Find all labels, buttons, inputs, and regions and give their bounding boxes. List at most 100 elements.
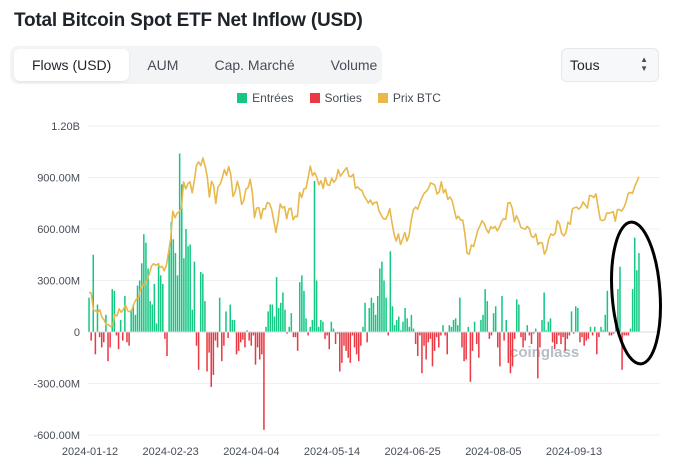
inflow-bar xyxy=(398,316,400,332)
inflow-bar xyxy=(153,283,156,332)
inflow-bar xyxy=(402,321,404,332)
outflow-bar xyxy=(562,332,564,338)
outflow-bar xyxy=(591,332,594,336)
inflow-bar xyxy=(246,330,248,332)
outflow-bar xyxy=(556,332,558,345)
outflow-bar xyxy=(532,332,535,334)
outflow-bar xyxy=(296,332,299,351)
inflow-bar xyxy=(602,330,604,332)
legend-item-outflow[interactable]: Sorties xyxy=(309,91,362,105)
outflow-bar xyxy=(581,332,583,338)
time-range-value: Tous xyxy=(570,57,600,73)
outflow-bar xyxy=(425,332,427,360)
tab-market-cap[interactable]: Cap. Marché xyxy=(214,57,295,73)
inflow-bar xyxy=(315,280,318,332)
inflow-bar xyxy=(370,297,373,332)
inflow-bar xyxy=(149,301,151,332)
inflow-bar xyxy=(275,277,278,332)
legend-item-inflow[interactable]: Entrées xyxy=(237,91,294,105)
outflow-bar xyxy=(465,332,467,360)
inflow-bar xyxy=(604,314,606,332)
outflow-bar xyxy=(343,332,345,346)
outflow-bar xyxy=(227,332,229,339)
outflow-bar xyxy=(98,332,101,338)
outflow-bar xyxy=(419,332,421,336)
outflow-bar xyxy=(435,332,438,338)
legend-label: Entrées xyxy=(252,91,294,105)
inflow-bar xyxy=(543,292,545,332)
inflow-bar xyxy=(320,319,322,332)
inflow-bar xyxy=(277,307,280,332)
inflow-bar xyxy=(408,326,411,332)
outflow-bar xyxy=(208,332,210,353)
legend-item-price[interactable]: Prix BTC xyxy=(377,91,441,105)
inflow-bar xyxy=(136,285,139,332)
outflow-bar xyxy=(596,332,598,355)
outflow-bar xyxy=(334,332,337,345)
inflow-bar xyxy=(448,325,451,332)
outflow-bar xyxy=(387,332,389,336)
outflow-bar xyxy=(568,332,571,336)
inflow-bar xyxy=(606,290,609,332)
time-range-select[interactable]: Tous ▲ ▼ xyxy=(561,48,659,82)
page-title: Total Bitcoin Spot ETF Net Inflow (USD) xyxy=(14,10,363,31)
inflow-bar xyxy=(574,306,577,332)
inflow-bar xyxy=(273,316,276,332)
inflow-bar xyxy=(143,234,145,332)
inflow-bar xyxy=(442,325,444,332)
inflow-bar xyxy=(282,292,284,332)
outflow-bar xyxy=(242,332,244,340)
inflow-bar xyxy=(88,297,90,332)
outflow-bar xyxy=(444,332,446,336)
inflow-bar xyxy=(376,295,379,332)
outflow-bar xyxy=(261,332,263,355)
outflow-bar xyxy=(564,332,566,351)
outflow-bar xyxy=(497,332,499,348)
inflow-bar xyxy=(191,309,194,332)
outflow-bar xyxy=(509,332,512,374)
outflow-swatch-icon xyxy=(309,93,320,103)
outflow-bar xyxy=(610,332,613,336)
inflow-bar xyxy=(372,302,375,332)
inflow-bar xyxy=(547,321,550,332)
outflow-bar xyxy=(349,332,352,363)
outflow-bar xyxy=(446,332,448,355)
outflow-bar xyxy=(221,332,223,362)
outflow-bar xyxy=(539,332,541,348)
inflow-bar xyxy=(199,271,202,332)
inflow-bar xyxy=(619,266,621,332)
outflow-bar xyxy=(471,332,474,351)
inflow-bar xyxy=(233,319,236,332)
outflow-bar xyxy=(94,332,97,355)
inflow-bar xyxy=(374,314,377,332)
outflow-bar xyxy=(341,332,343,363)
inflow-bar xyxy=(124,295,126,332)
outflow-bar xyxy=(623,332,625,336)
outflow-bar xyxy=(579,332,581,343)
outflow-bar xyxy=(115,332,118,336)
inflow-bar xyxy=(231,319,234,332)
inflow-bar xyxy=(130,309,132,332)
outflow-bar xyxy=(347,332,349,358)
x-tick-label: 2024-02-23 xyxy=(143,446,199,458)
inflow-bar xyxy=(309,326,312,332)
inflow-bar xyxy=(473,321,476,332)
inflow-bar xyxy=(534,328,537,332)
inflow-bar xyxy=(322,321,324,332)
inflow-bar xyxy=(450,326,453,332)
inflow-bar xyxy=(505,319,507,332)
outflow-bar xyxy=(490,332,493,336)
outflow-bar xyxy=(353,332,356,348)
inflow-bar xyxy=(501,295,503,332)
outflow-bar xyxy=(463,332,465,362)
inflow-bar xyxy=(290,313,293,332)
inflow-bar xyxy=(454,318,457,332)
tab-aum[interactable]: AUM xyxy=(147,57,179,73)
inflow-bar xyxy=(636,270,638,332)
tab-volume[interactable]: Volume xyxy=(330,57,378,73)
outflow-bar xyxy=(326,332,328,336)
outflow-bar xyxy=(520,332,522,338)
inflow-bar xyxy=(267,311,269,332)
tab-flows-usd[interactable]: Flows (USD) xyxy=(14,49,130,81)
inflow-bar xyxy=(459,297,461,332)
